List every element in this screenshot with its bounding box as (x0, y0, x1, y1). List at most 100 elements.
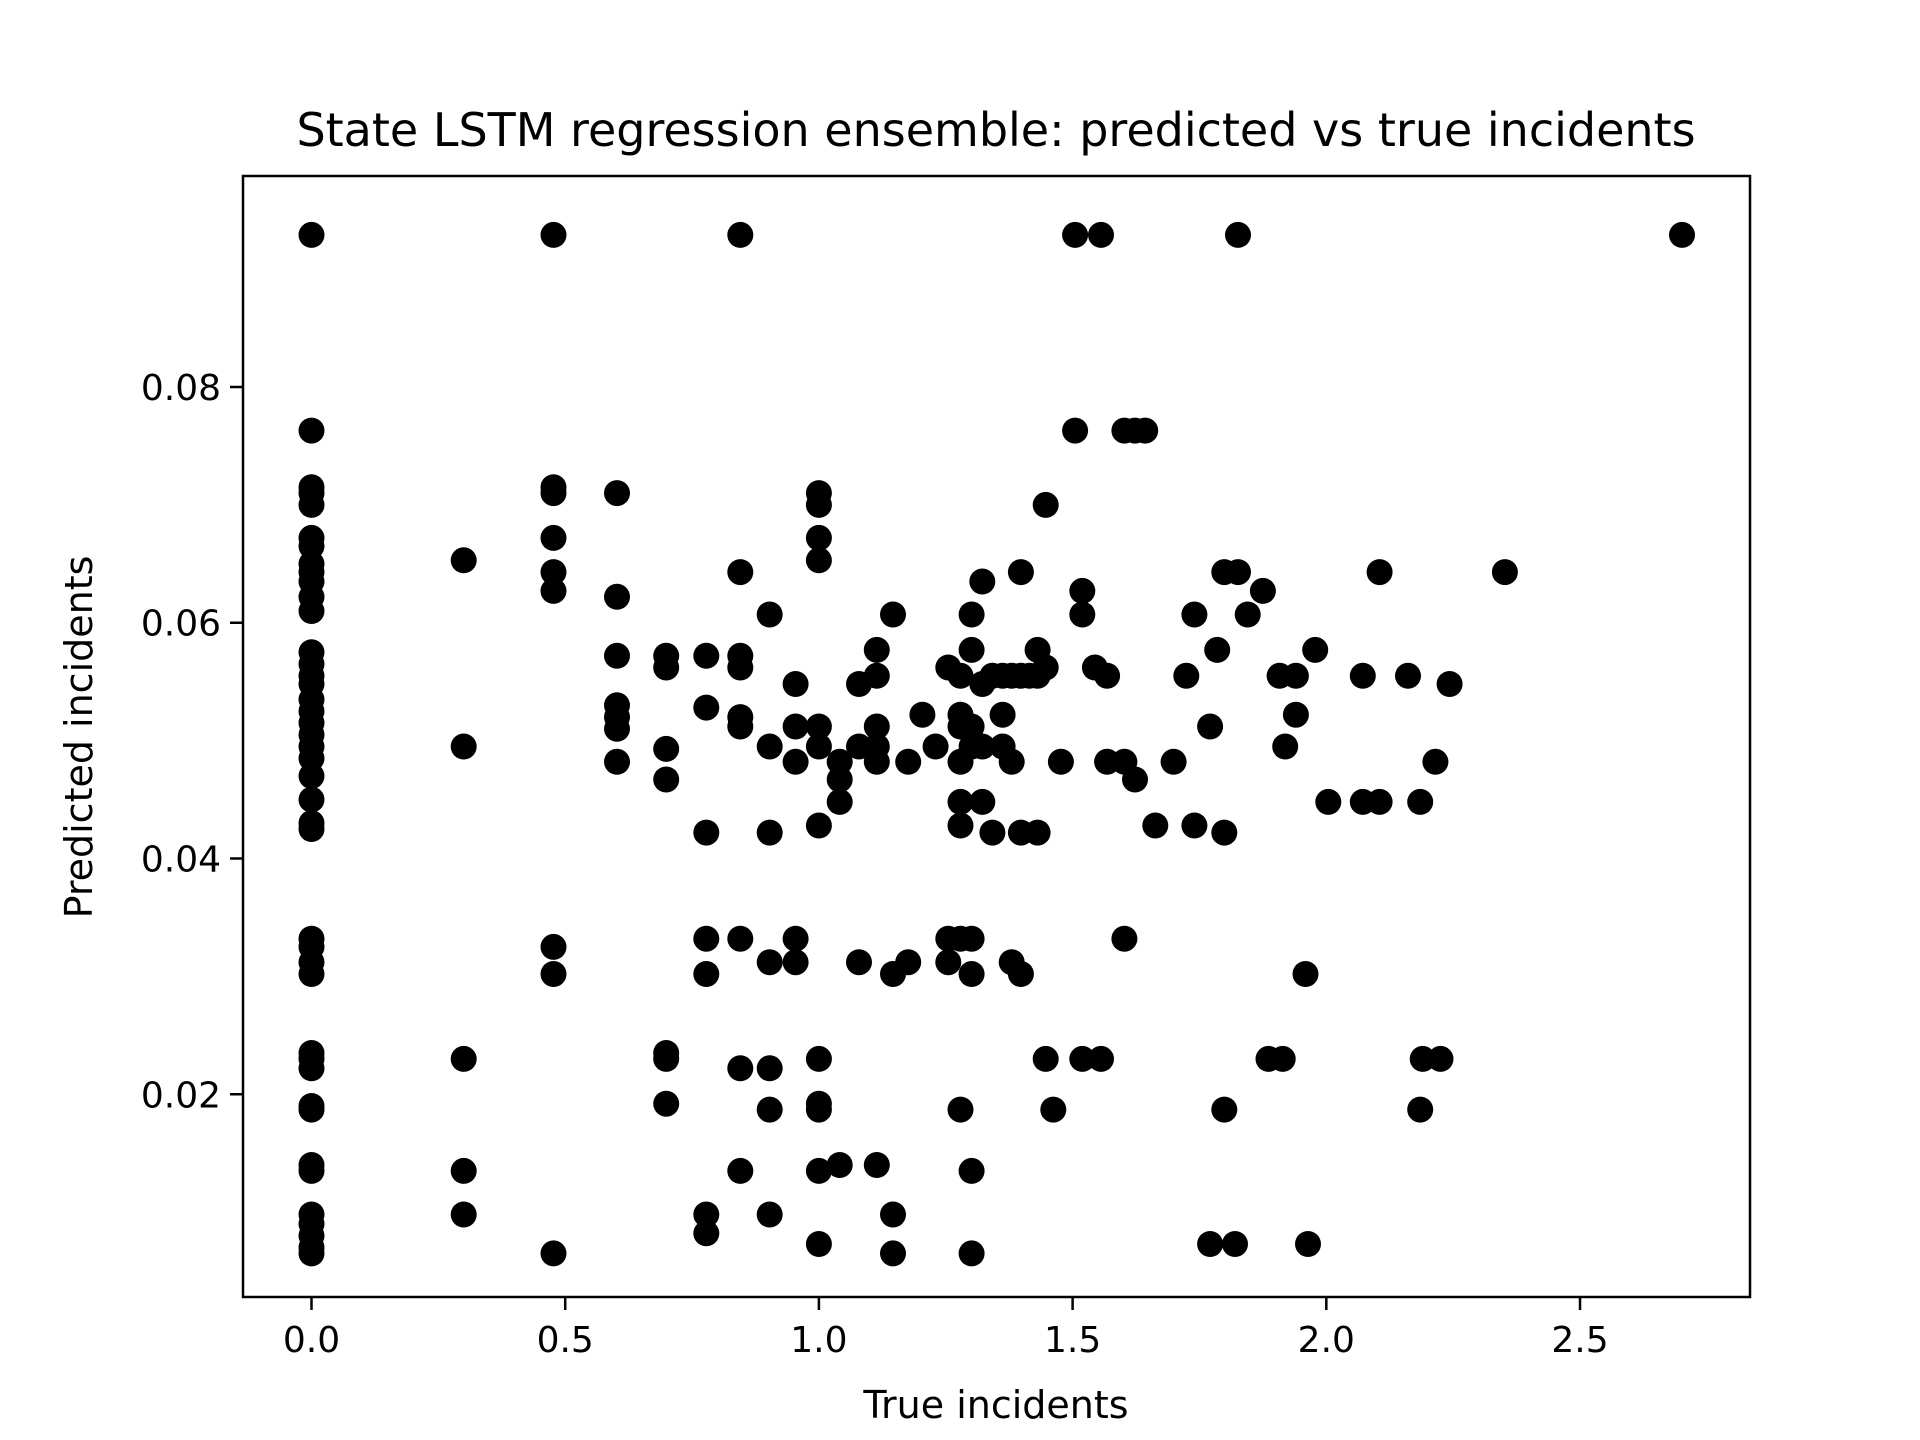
data-point (693, 1201, 720, 1228)
data-point (958, 713, 985, 740)
data-point (880, 1201, 906, 1228)
data-point (1409, 1045, 1436, 1072)
data-point (450, 733, 477, 760)
data-point (693, 642, 720, 669)
data-point (756, 733, 783, 760)
data-point (958, 925, 985, 952)
data-point (540, 559, 567, 586)
data-point (805, 524, 832, 551)
data-point (1007, 559, 1034, 586)
data-point (782, 925, 809, 952)
data-point (1094, 662, 1121, 689)
data-point (1427, 1045, 1454, 1072)
data-point (826, 1152, 853, 1178)
data-point (958, 1157, 985, 1184)
data-point (1122, 766, 1148, 793)
data-point (540, 1240, 567, 1267)
data-point (727, 559, 754, 586)
data-point (540, 577, 567, 604)
data-point (1047, 748, 1074, 775)
data-point (693, 925, 720, 952)
data-point (863, 748, 890, 775)
data-point (450, 1157, 477, 1184)
data-point (1234, 601, 1261, 628)
y-tick-label: 0.02 (141, 1075, 221, 1116)
data-point (298, 491, 325, 518)
data-point (958, 636, 985, 663)
data-point (947, 788, 974, 815)
data-point (693, 694, 720, 721)
data-point (1225, 559, 1251, 586)
data-point (1069, 601, 1096, 628)
data-point (947, 812, 974, 839)
y-tick-label: 0.04 (141, 840, 221, 881)
x-tick-label: 0.5 (537, 1320, 594, 1361)
data-point (1032, 654, 1059, 681)
data-point (1181, 812, 1208, 839)
data-point (653, 654, 680, 681)
data-point (998, 748, 1025, 775)
data-point (1062, 221, 1089, 248)
data-point (1407, 788, 1434, 815)
data-point (653, 1090, 680, 1117)
x-tick-label: 2.0 (1298, 1320, 1355, 1361)
data-point (540, 933, 567, 960)
data-point (935, 949, 962, 976)
data-point (298, 221, 325, 248)
data-point (1282, 662, 1309, 689)
data-point (1088, 221, 1114, 248)
data-point (863, 636, 890, 663)
data-point (540, 524, 567, 551)
data-point (846, 949, 872, 976)
data-point (979, 819, 1006, 846)
data-point (298, 961, 325, 987)
data-point (727, 654, 754, 681)
data-point (298, 763, 325, 789)
data-point (1366, 788, 1393, 815)
data-point (540, 480, 567, 507)
data-point (1211, 1096, 1238, 1123)
data-point (863, 1152, 890, 1178)
data-point (1491, 559, 1518, 586)
data-point (895, 748, 922, 775)
data-point (909, 701, 936, 728)
data-point (989, 701, 1016, 728)
data-point (826, 788, 853, 815)
data-point (826, 766, 853, 793)
data-point (1111, 925, 1138, 952)
data-point (1269, 1045, 1296, 1072)
data-point (693, 961, 720, 987)
data-point (450, 1045, 477, 1072)
data-point (805, 812, 832, 839)
data-point (1669, 221, 1695, 248)
data-point (298, 417, 325, 444)
data-point (1040, 1096, 1067, 1123)
data-point (846, 733, 872, 760)
plot-frame (241, 174, 1752, 1299)
data-point (1295, 1231, 1321, 1257)
data-point (1407, 1096, 1434, 1123)
data-point (298, 1055, 325, 1082)
data-point (969, 568, 996, 595)
data-point (969, 788, 996, 815)
y-axis-label: Predicted incidents (57, 556, 101, 919)
data-point (1272, 733, 1299, 760)
data-point (1349, 662, 1376, 689)
data-point (880, 601, 906, 628)
data-point (604, 583, 630, 610)
data-point (1173, 662, 1200, 689)
data-point (298, 1096, 325, 1123)
data-point (958, 961, 985, 987)
data-point (693, 1220, 720, 1247)
data-point (805, 1096, 832, 1123)
data-point (1436, 671, 1463, 697)
data-point (727, 1157, 754, 1184)
data-point (1282, 701, 1309, 728)
data-point (693, 819, 720, 846)
y-tick-label: 0.06 (141, 604, 221, 645)
data-point (1204, 636, 1231, 663)
data-point (450, 1201, 477, 1228)
data-point (958, 1240, 985, 1267)
data-point (805, 547, 832, 574)
data-point (1211, 819, 1238, 846)
